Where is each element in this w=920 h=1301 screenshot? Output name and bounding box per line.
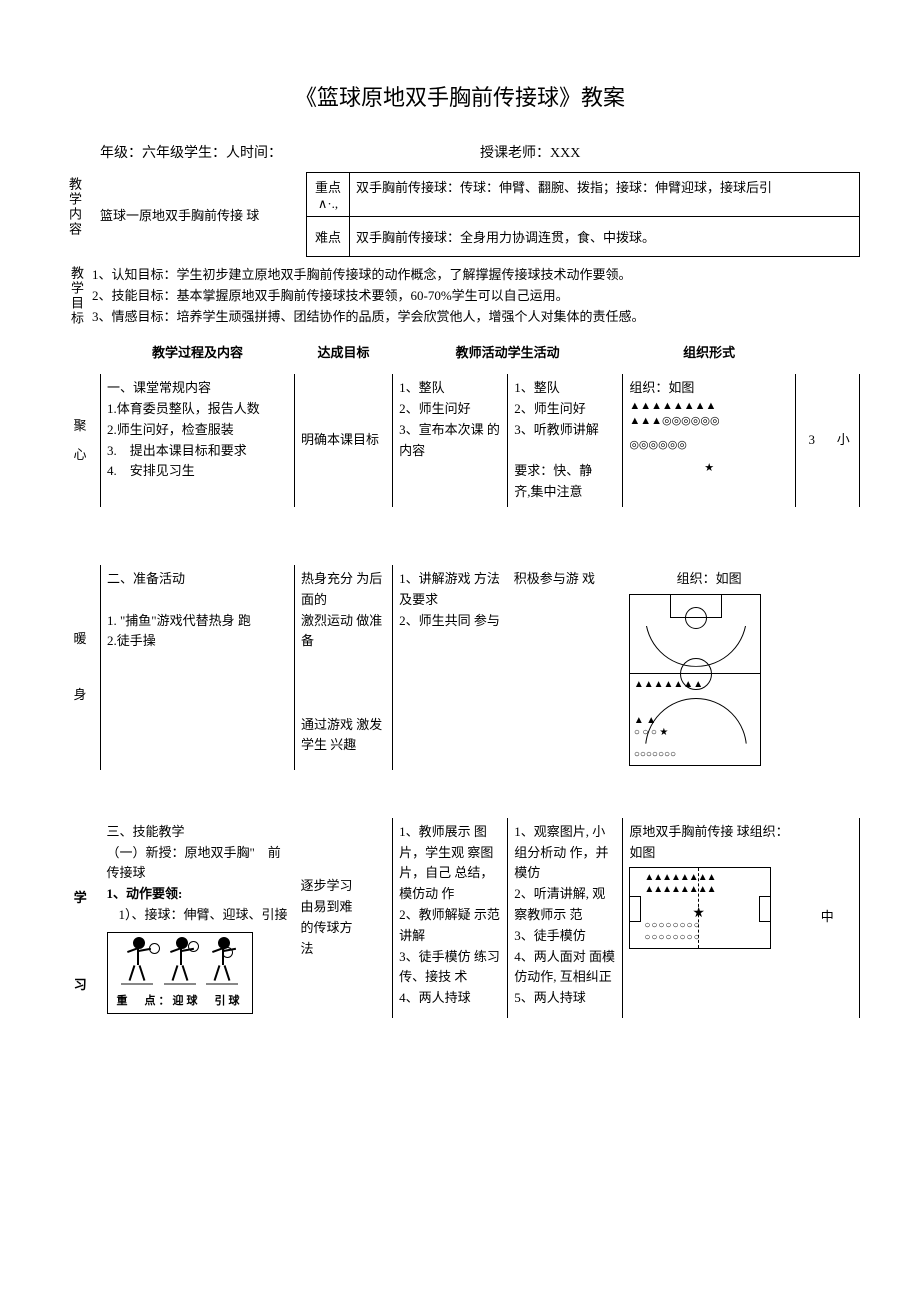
difficulty-text: 双手胸前传接球：全身用力协调连贯，食、中拨球。 [350, 217, 860, 257]
catch-figure: 重 点：迎球 引球 [107, 932, 253, 1014]
keypoint-symbol: ∧·., [318, 196, 338, 211]
teacher-name: XXX [550, 146, 580, 161]
court-diagram: ▲▲▲▲▲▲▲ ▲ ▲ ○ ○ ○ ★ ○○○○○○○ [629, 594, 761, 766]
phase3-line1: 1）、接球：伸臂、迎球、引接 [107, 905, 289, 926]
phase2-org-title: 组织：如图 [629, 569, 790, 590]
content-main: 篮球一原地双手胸前传接 球 [94, 173, 307, 257]
phase1-intensity: 小 [827, 374, 859, 507]
meta-left: 年级：六年级学生：人时间： [100, 142, 480, 162]
figure-caption: 重 点：迎球 引球 [110, 993, 250, 1011]
goal-line-2: 2、技能目标：基本掌握原地双手胸前传接球技术要领，60-70%学生可以自己运用。 [92, 286, 645, 307]
org-row2: ▲▲▲◎◎◎◎◎◎ [629, 414, 789, 429]
phase3-label: 学 习 [60, 818, 101, 1018]
content-side-label: 教学内容 [66, 177, 84, 237]
phase1-student: 1、整队 2、师生问好 3、听教师讲解 要求：快、静 齐,集中注意 [508, 374, 623, 507]
col-activity: 教师活动学生活动 [393, 339, 623, 374]
phase1-org-title: 组织：如图 [629, 378, 789, 399]
phase1-teacher: 1、整队 2、师生问好 3、宣布本次课 的内容 [393, 374, 508, 507]
content-table: 教学内容 篮球一原地双手胸前传接 球 重点 ∧·., 双手胸前传接球：传球：伸臂… [60, 172, 860, 257]
main-table: 教学过程及内容 达成目标 教师活动学生活动 组织形式 聚 心 一、课堂常规内容 … [60, 339, 860, 1018]
phase2-teacher: 1、讲解游戏 方法及要求 2、师生共同 参与 [393, 565, 508, 770]
phase3-goal: 逐步学习 由易到难 的传球方 法 [295, 818, 393, 1018]
phase2-goal: 热身充分 为后面的 激烈运动 做准备 通过游戏 激发学生 兴趣 [295, 565, 393, 770]
page-title: 《篮球原地双手胸前传接球》教案 [60, 80, 860, 112]
col-goal: 达成目标 [295, 339, 393, 374]
phase2-student: 积极参与游 戏 [508, 565, 623, 770]
phase1-time: 3 [796, 374, 828, 507]
stick-figure-icon [202, 937, 242, 987]
phase1-label: 聚 心 [60, 374, 101, 507]
meta-right: 授课老师：XXX [480, 142, 860, 162]
phase3-intensity: 中 [796, 818, 860, 1018]
teacher-label: 授课老师： [480, 146, 550, 161]
stick-figure-icon [117, 937, 157, 987]
goal-line-1: 1、认知目标：学生初步建立原地双手胸前传接球的动作概念，了解撑握传接球技术动作要… [92, 265, 645, 286]
phase3-content: 三、技能教学 （一）新授：原地双手胸" 前传接球 1、动作要领: 1）、接球：伸… [101, 818, 295, 1018]
phase3-bold1: 1、动作要领: [107, 884, 289, 905]
phase2-org: 组织：如图 ▲▲▲▲▲▲▲ ▲ ▲ ○ ○ ○ ★ ○○○○○○○ [623, 565, 796, 770]
phase3-teacher: 1、教师展示 图片，学生观 察图片，自己 总结，模仿动 作 2、教师解疑 示范讲… [393, 818, 508, 1018]
phase3-org-title: 原地双手胸前传接 球组织：如图 [629, 822, 789, 864]
goals-side-label: 教学目标 [68, 265, 86, 327]
org-row1: ▲▲▲▲▲▲▲▲ [629, 399, 789, 414]
goals-block: 教学目标 1、认知目标：学生初步建立原地双手胸前传接球的动作概念，了解撑握传接球… [60, 265, 860, 327]
phase1-org: 组织：如图 ▲▲▲▲▲▲▲▲ ▲▲▲◎◎◎◎◎◎ ◎◎◎◎◎◎ ★ [623, 374, 796, 507]
phase3-student: 1、观察图片, 小组分析动 作，并模仿 2、听清讲解, 观察教师示 范 3、徒手… [508, 818, 623, 1018]
keypoint-text: 双手胸前传接球：传球：伸臂、翻腕、拨指；接球：伸臂迎球，接球后引 [350, 173, 860, 217]
phase3-h1: 三、技能教学 [107, 822, 289, 843]
phase2-content: 二、准备活动 1. "捕鱼"游戏代替热身 跑 2.徒手操 [101, 565, 295, 770]
phase2-label: 暖 身 [60, 565, 101, 770]
stick-figure-icon [160, 937, 200, 987]
meta-row: 年级：六年级学生：人时间： 授课老师：XXX [60, 142, 860, 162]
phase1-goal: 明确本课目标 [295, 374, 393, 507]
difficulty-label: 难点 [307, 217, 350, 257]
goal-line-3: 3、情感目标：培养学生顽强拼搏、团结协作的品质，学会欣赏他人，增强个人对集体的责… [92, 307, 645, 328]
phase3-org: 原地双手胸前传接 球组织：如图 ▲▲▲▲▲▲▲▲ ▲▲▲▲▲▲▲▲ ★ ○○○○… [623, 818, 796, 1018]
phase3-h2: （一）新授：原地双手胸" 前传接球 [107, 843, 289, 885]
phase1-content: 一、课堂常规内容 1.体育委员整队，报告人数 2.师生问好，检查服装 3. 提出… [101, 374, 295, 507]
col-process: 教学过程及内容 [101, 339, 295, 374]
keypoint-label: 重点 [315, 180, 341, 195]
court2-diagram: ▲▲▲▲▲▲▲▲ ▲▲▲▲▲▲▲▲ ★ ○○○○○○○○ ○○○○○○○○ [629, 867, 771, 949]
org-row3: ◎◎◎◎◎◎ [629, 438, 789, 453]
col-org: 组织形式 [623, 339, 796, 374]
org-star: ★ [629, 461, 789, 476]
